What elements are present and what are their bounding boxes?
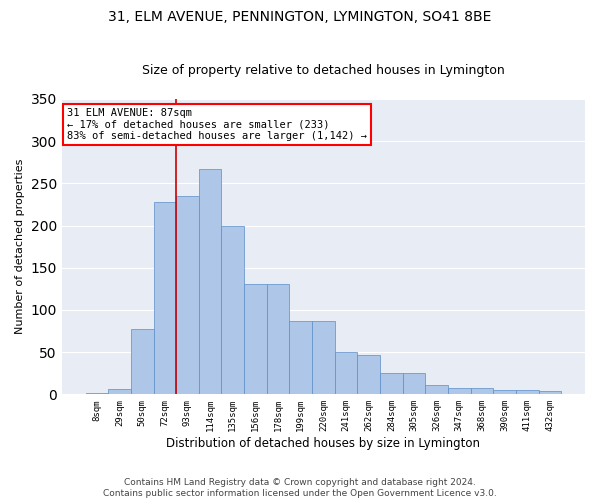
Bar (267, 284, 289, 395)
Bar (244, 284, 267, 395)
Text: 31, ELM AVENUE, PENNINGTON, LYMINGTON, SO41 8BE: 31, ELM AVENUE, PENNINGTON, LYMINGTON, S… (109, 10, 491, 24)
Bar (380, 373, 403, 394)
Bar (221, 226, 244, 394)
Bar (448, 388, 470, 394)
Text: Contains HM Land Registry data © Crown copyright and database right 2024.
Contai: Contains HM Land Registry data © Crown c… (103, 478, 497, 498)
Bar (108, 390, 131, 394)
Bar (154, 202, 176, 394)
Bar (539, 391, 561, 394)
Bar (176, 196, 199, 394)
Y-axis label: Number of detached properties: Number of detached properties (15, 159, 25, 334)
Bar (289, 321, 312, 394)
Bar (335, 352, 358, 395)
Bar (403, 373, 425, 394)
Bar (425, 385, 448, 394)
Bar (131, 328, 154, 394)
Bar (516, 390, 539, 394)
Bar (312, 321, 335, 394)
Bar (470, 388, 493, 394)
Title: Size of property relative to detached houses in Lymington: Size of property relative to detached ho… (142, 64, 505, 77)
Text: 31 ELM AVENUE: 87sqm
← 17% of detached houses are smaller (233)
83% of semi-deta: 31 ELM AVENUE: 87sqm ← 17% of detached h… (67, 108, 367, 141)
Bar (358, 354, 380, 395)
Bar (199, 169, 221, 394)
X-axis label: Distribution of detached houses by size in Lymington: Distribution of detached houses by size … (166, 437, 481, 450)
Bar (86, 392, 108, 394)
Bar (493, 390, 516, 394)
